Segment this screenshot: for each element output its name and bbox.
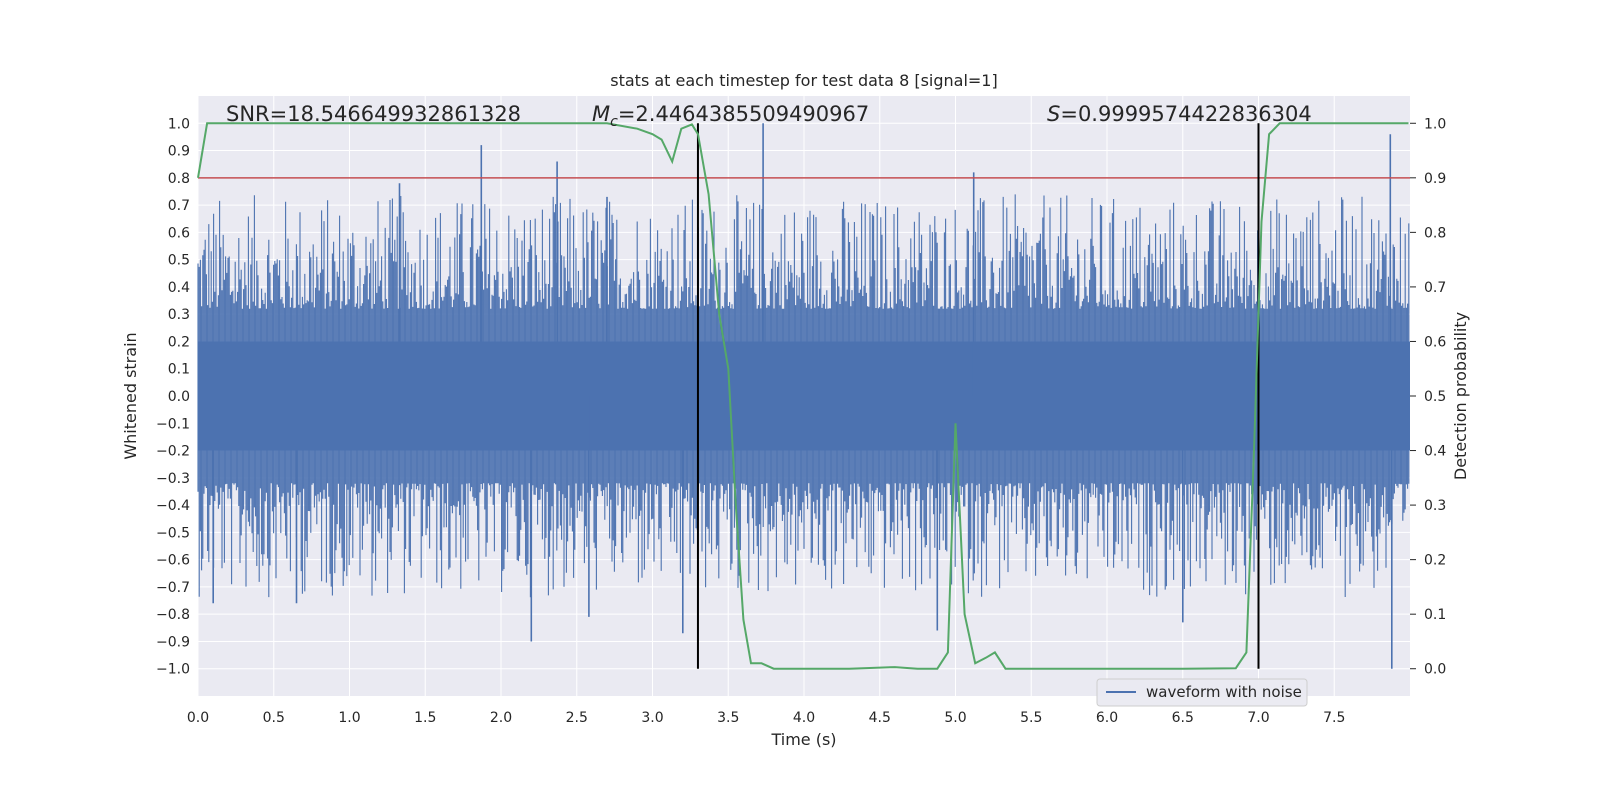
snr-annotation: SNR=18.546649932861328 xyxy=(226,102,521,126)
y-right-tick-label: 0.8 xyxy=(1424,225,1446,241)
y-left-tick-label: 0.1 xyxy=(168,362,190,378)
y-left-tick-label: 0.9 xyxy=(168,144,190,160)
y-left-tick-label: 1.0 xyxy=(168,116,190,132)
y-right-tick-label: 0.6 xyxy=(1424,334,1446,350)
score-value: =0.9999574422836304 xyxy=(1060,102,1311,126)
chirp-mass-annotation: Mc=2.4464385509490967 xyxy=(592,102,869,130)
x-tick-label: 6.0 xyxy=(1096,710,1118,726)
chirp-mass-value: =2.4464385509490967 xyxy=(618,102,869,126)
probability-series xyxy=(197,122,1409,670)
x-tick-label: 1.5 xyxy=(414,710,436,726)
y-right-tick-label: 0.2 xyxy=(1424,553,1446,569)
y-left-tick-label: −0.3 xyxy=(156,471,190,487)
y-left-tick-label: −0.5 xyxy=(156,525,190,541)
y-left-tick-label: −0.2 xyxy=(156,444,190,460)
y-right-tick-label: 0.5 xyxy=(1424,389,1446,405)
x-tick-label: 2.0 xyxy=(490,710,512,726)
score-symbol: S xyxy=(1047,102,1060,126)
x-tick-label: 3.5 xyxy=(717,710,739,726)
y-left-tick-label: −0.1 xyxy=(156,416,190,432)
y-left-tick-label: 0.0 xyxy=(168,389,190,405)
y-right-tick-label: 0.3 xyxy=(1424,498,1446,514)
x-axis-label: Time (s) xyxy=(770,730,836,749)
chart-title: stats at each timestep for test data 8 [… xyxy=(610,71,997,90)
y-left-tick-label: 0.4 xyxy=(168,280,190,296)
y-left-tick-label: −0.9 xyxy=(156,634,190,650)
y-axis-label-left: Whitened strain xyxy=(121,332,140,459)
x-tick-label: 1.0 xyxy=(338,710,360,726)
y-left-tick-label: 0.2 xyxy=(168,334,190,350)
waveform-series xyxy=(197,123,1410,669)
y-right-tick-label: 0.0 xyxy=(1424,662,1446,678)
y-right-tick-label: 0.9 xyxy=(1424,171,1446,187)
y-left-tick-label: 0.3 xyxy=(168,307,190,323)
y-right-tick-label: 0.1 xyxy=(1424,607,1446,623)
probability-curve xyxy=(197,122,1409,670)
y-right-tick-label: 0.4 xyxy=(1424,444,1446,460)
y-axis-label-right: Detection probability xyxy=(1451,312,1470,480)
tick-labels: 0.0 0.5 1.0 1.5 2.0 2.5 3.0 3.5 4.0 4.5 5.0 5.5 6.0 6… xyxy=(156,116,1446,726)
x-tick-label: 2.5 xyxy=(566,710,588,726)
x-tick-label: 5.5 xyxy=(1020,710,1042,726)
y-right-tick-label: 1.0 xyxy=(1424,116,1446,132)
x-tick-label: 0.0 xyxy=(187,710,209,726)
score-annotation: S=0.9999574422836304 xyxy=(1047,102,1312,126)
x-tick-label: 7.0 xyxy=(1247,710,1269,726)
y-left-tick-label: −0.6 xyxy=(156,553,190,569)
x-tick-label: 0.5 xyxy=(263,710,285,726)
y-left-tick-label: −0.8 xyxy=(156,607,190,623)
waveform-trace xyxy=(197,194,1410,598)
waveform-peaks xyxy=(212,123,1393,669)
chirp-mass-symbol: M xyxy=(592,102,610,126)
x-tick-label: 5.0 xyxy=(944,710,966,726)
y-left-tick-label: 0.6 xyxy=(168,225,190,241)
x-tick-label: 7.5 xyxy=(1323,710,1345,726)
x-tick-label: 4.5 xyxy=(869,710,891,726)
y-left-tick-label: 0.8 xyxy=(168,171,190,187)
y-left-tick-label: 0.5 xyxy=(168,253,190,269)
vline-layer xyxy=(696,123,1260,669)
y-left-tick-label: −0.4 xyxy=(156,498,190,514)
legend-box xyxy=(1096,678,1308,707)
x-tick-label: 4.0 xyxy=(793,710,815,726)
y-left-tick-label: −1.0 xyxy=(156,662,190,678)
y-left-tick-label: 0.7 xyxy=(168,198,190,214)
x-tick-label: 6.5 xyxy=(1172,710,1194,726)
x-tick-label: 3.0 xyxy=(641,710,663,726)
legend-label-waveform: waveform with noise xyxy=(1146,683,1302,701)
y-left-tick-label: −0.7 xyxy=(156,580,190,596)
legend: waveform with noise xyxy=(1096,678,1308,707)
y-right-tick-label: 0.7 xyxy=(1424,280,1446,296)
chirp-mass-subscript: c xyxy=(610,114,618,130)
